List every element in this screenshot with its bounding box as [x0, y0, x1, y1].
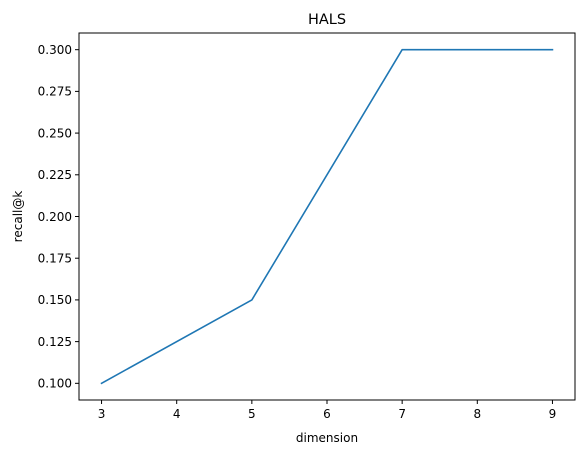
x-tick-label: 4: [173, 407, 181, 421]
x-axis: 3 4 5 6 7 8 9: [98, 400, 557, 421]
series-line: [100, 48, 554, 385]
y-tick-label: 0.200: [38, 210, 72, 224]
y-axis-label: recall@k: [11, 191, 25, 243]
x-tick-label: 5: [248, 407, 256, 421]
axes-frame: [78, 32, 576, 401]
y-axis: 0.100 0.125 0.150 0.175 0.200 0.225 0.250 0.275…: [38, 43, 79, 391]
y-tick-label: 0.150: [38, 293, 72, 307]
plot-area: [100, 48, 554, 385]
x-tick-label: 7: [398, 407, 406, 421]
y-tick-label: 0.125: [38, 335, 72, 349]
y-tick-label: 0.250: [38, 126, 72, 140]
x-tick-label: 6: [323, 407, 331, 421]
x-tick-label: 9: [549, 407, 557, 421]
y-tick-label: 0.300: [38, 43, 72, 57]
y-tick-label: 0.175: [38, 252, 72, 266]
chart-title: HALS: [308, 12, 346, 28]
x-tick-label: 3: [98, 407, 106, 421]
x-axis-label: dimension: [296, 431, 358, 445]
x-tick-label: 8: [473, 407, 481, 421]
y-tick-label: 0.100: [38, 377, 72, 391]
y-tick-label: 0.275: [38, 85, 72, 99]
y-tick-label: 0.225: [38, 168, 72, 182]
